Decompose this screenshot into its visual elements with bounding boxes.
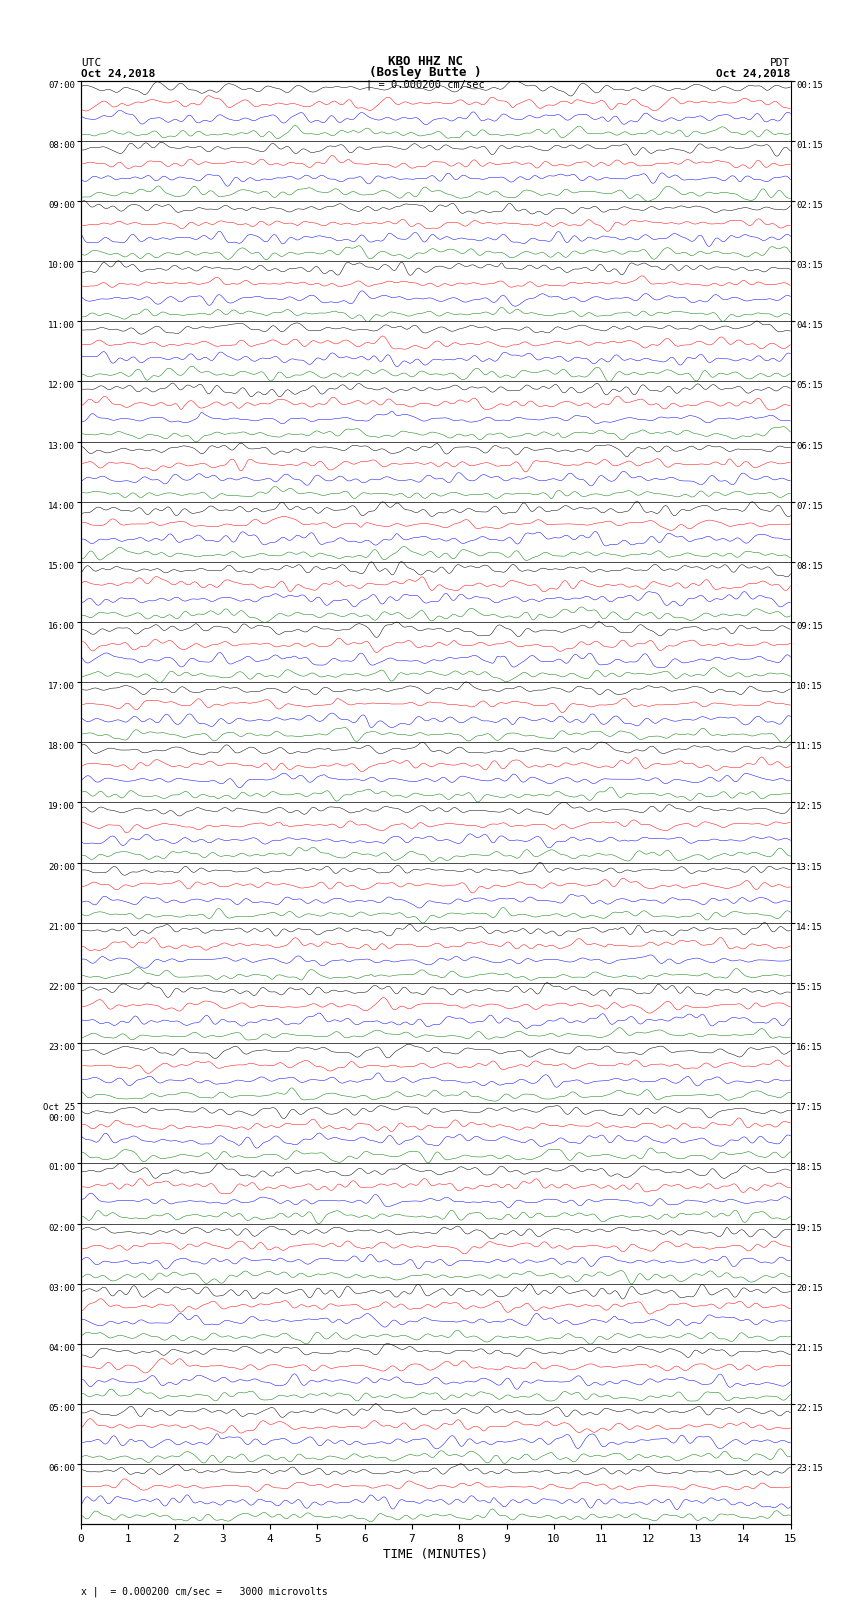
Text: Oct 24,2018: Oct 24,2018 (81, 69, 155, 79)
Text: UTC: UTC (81, 58, 101, 68)
Text: | = 0.000200 cm/sec: | = 0.000200 cm/sec (366, 79, 484, 90)
Text: (Bosley Butte ): (Bosley Butte ) (369, 66, 481, 79)
Text: Oct 24,2018: Oct 24,2018 (717, 69, 790, 79)
X-axis label: TIME (MINUTES): TIME (MINUTES) (383, 1548, 488, 1561)
Text: x |  = 0.000200 cm/sec =   3000 microvolts: x | = 0.000200 cm/sec = 3000 microvolts (81, 1586, 327, 1597)
Text: KBO HHZ NC: KBO HHZ NC (388, 55, 462, 68)
Text: PDT: PDT (770, 58, 790, 68)
